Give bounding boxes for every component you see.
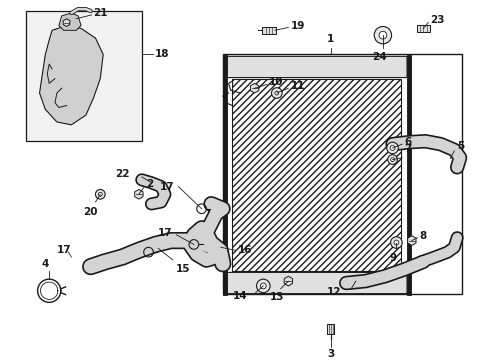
Text: 17: 17	[160, 181, 174, 192]
Polygon shape	[59, 13, 81, 30]
Text: 3: 3	[326, 348, 334, 359]
Polygon shape	[134, 189, 143, 199]
Text: 9: 9	[389, 253, 396, 263]
Polygon shape	[284, 276, 292, 286]
Text: 13: 13	[269, 292, 284, 302]
Text: 8: 8	[419, 231, 426, 241]
Circle shape	[274, 91, 278, 95]
Bar	[232, 78, 401, 271]
Bar	[223, 54, 461, 294]
Circle shape	[378, 31, 386, 39]
Text: 17: 17	[158, 228, 172, 238]
FancyBboxPatch shape	[226, 57, 406, 78]
Text: 2: 2	[146, 179, 154, 189]
Text: 23: 23	[429, 15, 444, 25]
Circle shape	[386, 142, 398, 154]
Circle shape	[95, 189, 105, 199]
Circle shape	[98, 192, 102, 196]
Circle shape	[256, 279, 269, 293]
Circle shape	[393, 240, 398, 245]
Text: 7: 7	[403, 144, 411, 154]
Polygon shape	[40, 26, 103, 125]
Bar	[416, 25, 429, 32]
Circle shape	[389, 145, 394, 150]
Circle shape	[390, 158, 394, 162]
Text: 24: 24	[371, 51, 386, 62]
Text: 22: 22	[115, 169, 129, 179]
Text: 15: 15	[175, 264, 190, 274]
Text: 10: 10	[268, 77, 283, 87]
Text: 16: 16	[238, 245, 252, 255]
Circle shape	[260, 283, 265, 289]
Text: 17: 17	[57, 245, 71, 255]
Text: 14: 14	[233, 291, 247, 301]
Bar	[26, 11, 142, 141]
Text: 18: 18	[155, 49, 169, 59]
FancyBboxPatch shape	[226, 273, 406, 294]
Polygon shape	[250, 84, 258, 93]
Bar	[262, 27, 275, 34]
Polygon shape	[63, 19, 70, 27]
Text: 19: 19	[290, 21, 304, 31]
Text: 21: 21	[93, 8, 108, 18]
Text: 11: 11	[290, 81, 304, 91]
Text: 4: 4	[41, 258, 49, 269]
Circle shape	[387, 155, 397, 165]
Circle shape	[373, 27, 391, 44]
Circle shape	[390, 237, 401, 248]
Text: 1: 1	[326, 34, 334, 44]
Polygon shape	[407, 236, 415, 246]
Bar	[327, 324, 333, 334]
Text: 12: 12	[326, 287, 341, 297]
Text: 5: 5	[456, 141, 464, 151]
Text: 6: 6	[403, 137, 410, 147]
Circle shape	[271, 88, 282, 98]
Text: 20: 20	[83, 207, 98, 217]
